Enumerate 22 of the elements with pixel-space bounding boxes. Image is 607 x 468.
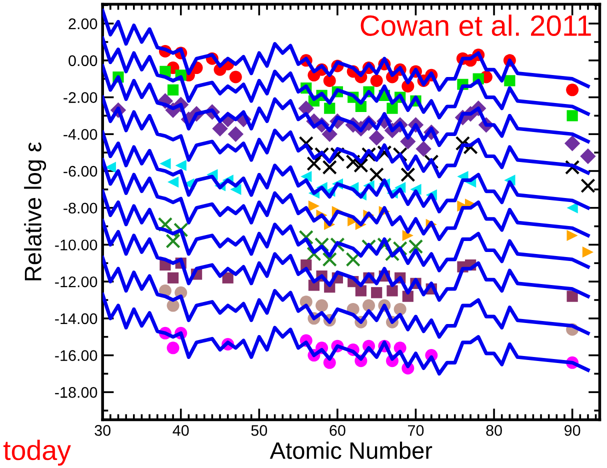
y-axis-title: Relative log ε [24,142,46,280]
x-tick-label: 60 [330,425,346,436]
x-tick-label: 40 [172,425,189,436]
y-tick-label: -12.00 [55,276,98,288]
y-tick-label: -14.00 [55,313,98,324]
annotation: Cowan et al. 2011 [360,14,591,36]
y-tick-label: -16.00 [55,350,98,361]
x-tick-label: 80 [486,425,502,436]
y-tick-label: -8.00 [64,202,98,214]
x-tick-label: 90 [564,425,580,436]
x-tick-label: 70 [408,425,424,436]
y-tick-label: -18.00 [55,387,98,398]
y-tick-label: -6.00 [64,166,98,177]
y-tick-label: 2.00 [68,18,98,30]
y-tick-label: -2.00 [64,92,98,103]
x-tick-label: 30 [94,425,110,436]
x-axis-title: Atomic Number [270,442,432,460]
y-tick-label: -10.00 [55,240,98,250]
x-tick-label: 50 [251,425,268,436]
y-tick-label: -4.00 [64,129,98,140]
y-tick-label: 0.00 [68,55,98,66]
text: today [3,440,71,466]
